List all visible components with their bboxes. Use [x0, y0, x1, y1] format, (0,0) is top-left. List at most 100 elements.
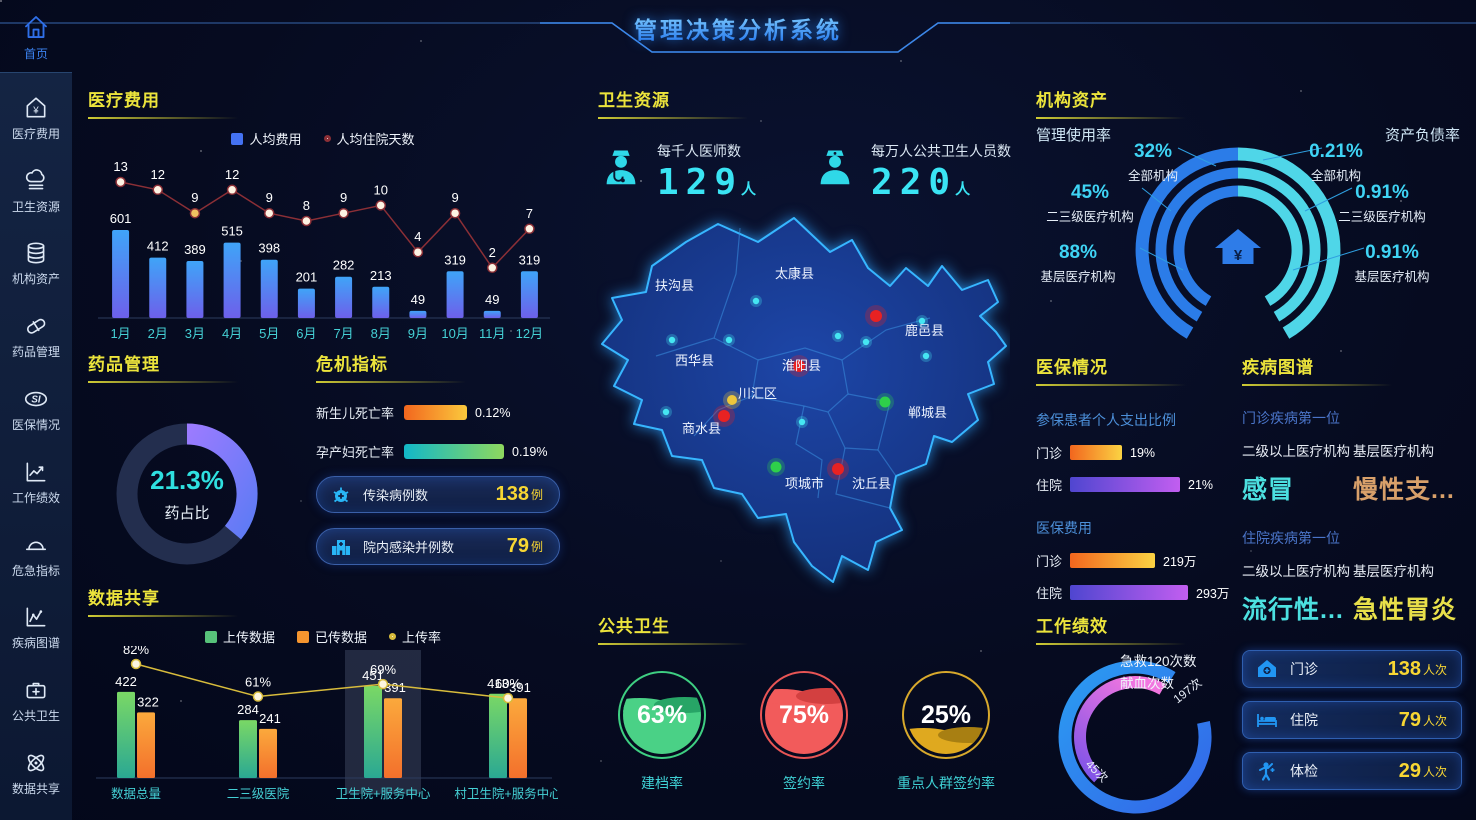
svg-text:412: 412 [147, 239, 169, 254]
map-region-label: 鹿邑县 [905, 323, 944, 338]
insurance-row-门诊: 门诊 19% [1036, 443, 1236, 462]
data-share-legend: 上传数据 已传数据 上传率 [88, 627, 558, 646]
crisis-bar [404, 405, 467, 420]
liquid-circle: 25% [902, 671, 990, 759]
map-dot-cyan [862, 338, 870, 346]
svg-text:9: 9 [340, 190, 347, 205]
map-dot-red [832, 463, 844, 475]
map-dot-yellow [727, 395, 737, 405]
disease-entry: 二级以上医疗机构 流行性... [1242, 560, 1353, 626]
svg-text:391: 391 [384, 680, 406, 695]
panel-title: 工作绩效 [1036, 612, 1238, 645]
assets-value: 32% [1133, 141, 1173, 162]
medkit-icon [26, 682, 46, 699]
checkup-icon [1255, 759, 1279, 783]
svg-text:6月: 6月 [296, 326, 316, 341]
disease-columns: 二级以上医疗机构 流行性... 基层医疗机构 急性胃炎 [1242, 560, 1464, 626]
map-dot-cyan [922, 352, 930, 360]
sidebar-item-label: 公共卫生 [11, 709, 60, 724]
sidebar-item-home[interactable]: 首页 [0, 12, 72, 62]
svg-text:卫生院+服务中心: 卫生院+服务中心 [336, 786, 431, 801]
sidebar-item-label: 医疗费用 [11, 126, 60, 141]
sidebar-item-label: 数据共享 [11, 782, 60, 797]
resource-unit: 人 [741, 180, 757, 198]
public-health-gauge-建档率: 63% 建档率 [602, 671, 722, 793]
crisis-row-value: 0.19% [512, 444, 548, 459]
assets-org: 全部机构 [1127, 169, 1178, 183]
sidebar-item-critical[interactable]: 危急指标 [12, 532, 60, 579]
svg-text:422: 422 [115, 674, 137, 689]
assets-org: 基层医疗机构 [1040, 270, 1116, 284]
resource-value: 129人 [657, 162, 757, 203]
assets-right-label-1: 0.91% 二三级医疗机构 [1312, 182, 1452, 225]
insurance-row-value: 19% [1130, 445, 1156, 460]
assets-left-label-2: 88% 基层医疗机构 [1036, 242, 1120, 285]
insurance-bar [1070, 477, 1180, 492]
svg-text:413: 413 [487, 676, 509, 691]
map-dot-cyan [798, 418, 806, 426]
map-dot-cyan [918, 317, 926, 325]
sidebar-item-data-share[interactable]: 数据共享 [12, 750, 60, 797]
title-underline [598, 643, 748, 645]
medical-cost-chart: 6011月4122月3893月5154月3985月2016月2827月2138月… [98, 159, 550, 341]
svg-text:村卫生院+服务中心: 村卫生院+服务中心 [454, 786, 558, 801]
disease-org: 基层医疗机构 [1353, 444, 1434, 459]
drug-label: 药占比 [164, 505, 210, 522]
map-dot-red [870, 310, 882, 322]
panel-public-health: 公共卫生 63% 建档率 75% 签约率 25% 重点人群签约率 [598, 612, 1010, 793]
crisis-row-value: 0.12% [475, 405, 511, 420]
virus-icon [329, 483, 353, 507]
assets-right-subtitle: 资产负债率 [1384, 127, 1460, 144]
visit-stat-门诊: 门诊 138 人次 [1242, 650, 1462, 688]
assets-left-label-1: 45% 二三级医疗机构 [1036, 182, 1144, 225]
sidebar-item-health-resource[interactable]: 卫生资源 [12, 168, 60, 215]
svg-text:9: 9 [191, 190, 198, 205]
svg-text:322: 322 [137, 694, 159, 709]
clinic-icon [1255, 657, 1279, 681]
crisis-stat-传染病例数: 传染病例数 138 例 [316, 476, 560, 513]
header-frame [0, 22, 1476, 53]
assets-value: 45% [1070, 182, 1110, 203]
insurance-row-label: 门诊 [1036, 446, 1063, 461]
sidebar-item-medical-cost[interactable]: ¥ 医疗费用 [12, 95, 60, 142]
cloud-icon [25, 168, 45, 190]
insurance-row-住院: 住院 21% [1036, 475, 1236, 494]
sidebar-item-assets[interactable]: 机构资产 [12, 240, 60, 287]
map-region-label: 项城市 [785, 476, 824, 491]
assets-org: 全部机构 [1310, 169, 1361, 183]
stat-unit: 人次 [1422, 764, 1447, 779]
sidebar-item-insurance[interactable]: SI 医保情况 [12, 386, 60, 433]
sidebar-item-public-health[interactable]: 公共卫生 [12, 677, 60, 724]
map-region-label: 商水县 [682, 421, 721, 436]
svg-text:9月: 9月 [408, 326, 428, 341]
assets-org: 基层医疗机构 [1354, 270, 1430, 284]
title-underline [1036, 643, 1186, 645]
panel-performance: 工作绩效 197次 45次 急救120次数 献血次数 [1036, 612, 1238, 817]
visit-stat-住院: 住院 79 人次 [1242, 701, 1462, 739]
title-underline [1036, 117, 1186, 119]
map-region-label: 淮阳县 [782, 358, 821, 373]
sidebar-item-performance[interactable]: 工作绩效 [12, 459, 60, 506]
sidebar-item-label: 危急指标 [11, 563, 60, 578]
doctor-icon [598, 141, 644, 193]
stat-unit: 例 [530, 488, 543, 502]
map-region-label: 郸城县 [908, 405, 947, 420]
sidebar-item-drug[interactable]: 药品管理 [12, 313, 60, 360]
house-yen-icon: ¥ [26, 97, 46, 118]
panel-data-share: 数据共享 上传数据 已传数据 上传率 422 322 数据总量 284 241 二三级医院… [88, 584, 562, 819]
svg-text:10月: 10月 [441, 326, 468, 341]
crisis-stat-院内感染并例数: 院内感染并例数 79 例 [316, 528, 560, 565]
svg-text:213: 213 [370, 268, 392, 283]
insurance-row-label: 住院 [1036, 586, 1063, 601]
stat-label: 门诊 [1290, 661, 1318, 677]
bed-icon [1255, 708, 1279, 732]
assets-org: 二三级医疗机构 [1046, 210, 1134, 224]
page-title: 管理决策分析系统 [0, 11, 1476, 45]
svg-text:SI: SI [31, 394, 41, 405]
insurance-bar [1070, 553, 1155, 568]
performance-legend-item: 献血次数 [1120, 676, 1174, 691]
sidebar-item-disease[interactable]: 疾病图谱 [12, 604, 60, 651]
